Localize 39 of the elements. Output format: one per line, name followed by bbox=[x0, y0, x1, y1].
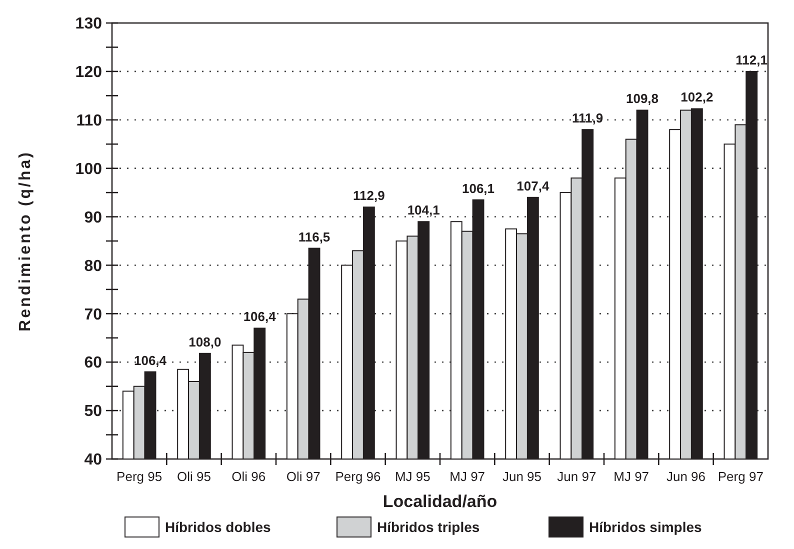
y-tick-label: 80 bbox=[84, 258, 102, 275]
x-tick-label: Oli 97 bbox=[286, 469, 320, 484]
y-tick-label: 120 bbox=[75, 64, 102, 82]
x-axis-title: Localidad/año bbox=[382, 492, 498, 511]
y-tick-label: 50 bbox=[84, 403, 102, 420]
x-tick-label: MJ 95 bbox=[394, 469, 430, 484]
annotation: 112,1 bbox=[736, 52, 768, 68]
y-tick-label: 90 bbox=[84, 209, 102, 226]
annotation: 106,4 bbox=[243, 309, 277, 324]
annotation: 109,8 bbox=[626, 91, 659, 106]
x-tick-label: Jun 97 bbox=[557, 469, 596, 484]
annotation: 112,9 bbox=[353, 188, 385, 204]
annotation: 116,5 bbox=[298, 229, 330, 244]
x-tick-label: Oli 96 bbox=[232, 469, 266, 484]
y-tick-label: 130 bbox=[75, 16, 102, 33]
y-tick-label: 60 bbox=[84, 354, 102, 372]
annotation: 106,1 bbox=[462, 180, 495, 196]
y-tick-label: 110 bbox=[76, 112, 102, 130]
x-tick-label: MJ 97 bbox=[450, 469, 486, 484]
x-tick-label: Perg 96 bbox=[335, 469, 381, 484]
x-tick-label: MJ 97 bbox=[614, 469, 650, 484]
annotation: 104,1 bbox=[407, 202, 440, 218]
y-tick-label: 40 bbox=[84, 452, 102, 469]
annotation: 108,0 bbox=[188, 334, 222, 350]
annotation: 107,4 bbox=[516, 178, 550, 194]
annotation: 102,2 bbox=[680, 90, 714, 105]
x-tick-label: Oli 95 bbox=[177, 469, 211, 484]
annotation: 111,9 bbox=[572, 110, 604, 126]
annotation: 106,4 bbox=[134, 352, 168, 368]
x-tick-label: Perg 95 bbox=[116, 469, 162, 484]
legend-label: Híbridos triples bbox=[377, 518, 480, 535]
legend-label: Híbridos simples bbox=[589, 518, 702, 535]
x-tick-label: Perg 97 bbox=[718, 469, 764, 484]
x-tick-label: Jun 96 bbox=[666, 469, 706, 484]
y-tick-label: 70 bbox=[84, 306, 102, 324]
y-axis-title: Rendimiento (q/ha) bbox=[17, 150, 34, 332]
y-tick-label: 100 bbox=[75, 160, 102, 178]
legend-label: Híbridos dobles bbox=[165, 518, 271, 535]
x-tick-label: Jun 95 bbox=[502, 469, 542, 484]
